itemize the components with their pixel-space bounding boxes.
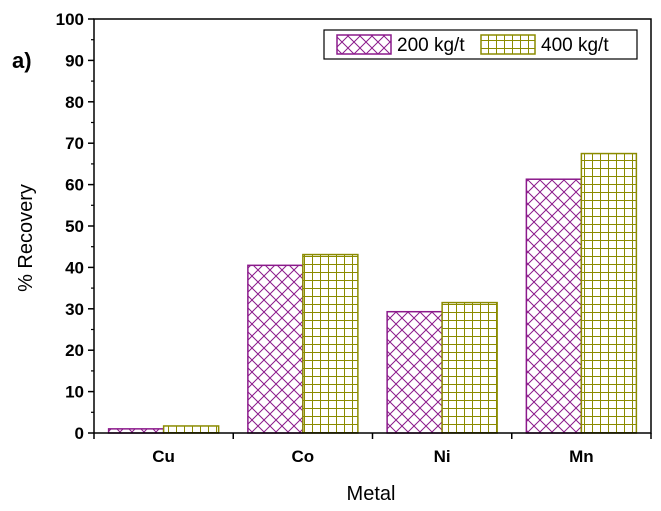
x-tick-label-cu: Cu bbox=[152, 447, 175, 466]
legend: 200 kg/t 400 kg/t bbox=[323, 29, 638, 60]
y-tick-label: 90 bbox=[65, 51, 84, 70]
bar-mn-200-kg-t bbox=[525, 178, 583, 434]
y-tick-label: 100 bbox=[56, 10, 84, 29]
bar-ni-200-kg-t bbox=[386, 310, 443, 434]
legend-label-400: 400 kg/t bbox=[541, 35, 609, 56]
bar-co-400-kg-t bbox=[302, 253, 359, 434]
bar-ni-400-kg-t bbox=[441, 301, 498, 434]
x-axis-title: Metal bbox=[347, 483, 396, 505]
panel-label: a) bbox=[12, 48, 32, 73]
y-tick-label: 70 bbox=[65, 134, 84, 153]
y-tick-label: 30 bbox=[65, 300, 84, 319]
y-tick-label: 60 bbox=[65, 176, 84, 195]
legend-label-200: 200 kg/t bbox=[397, 35, 465, 56]
y-tick-label: 40 bbox=[65, 258, 84, 277]
legend-swatch-200 bbox=[336, 34, 392, 55]
y-axis-title: % Recovery bbox=[15, 184, 37, 292]
x-tick-label-co: Co bbox=[292, 447, 315, 466]
axes-group: 0 10 20 30 40 50 60 70 80 90 100 Cu Co Ni Mn bbox=[56, 10, 652, 466]
bar-co-200-kg-t bbox=[247, 264, 304, 434]
y-tick-label: 20 bbox=[65, 341, 84, 360]
y-tick-label: 0 bbox=[75, 424, 84, 443]
bars-group bbox=[107, 152, 638, 434]
y-tick-label: 80 bbox=[65, 93, 84, 112]
x-tick-label-ni: Ni bbox=[434, 447, 451, 466]
y-tick-label: 10 bbox=[65, 383, 84, 402]
y-tick-label: 50 bbox=[65, 217, 84, 236]
bar-cu-400-kg-t bbox=[162, 425, 220, 434]
x-tick-label-mn: Mn bbox=[569, 447, 594, 466]
legend-swatch-400 bbox=[480, 34, 536, 55]
bar-mn-400-kg-t bbox=[580, 152, 638, 434]
